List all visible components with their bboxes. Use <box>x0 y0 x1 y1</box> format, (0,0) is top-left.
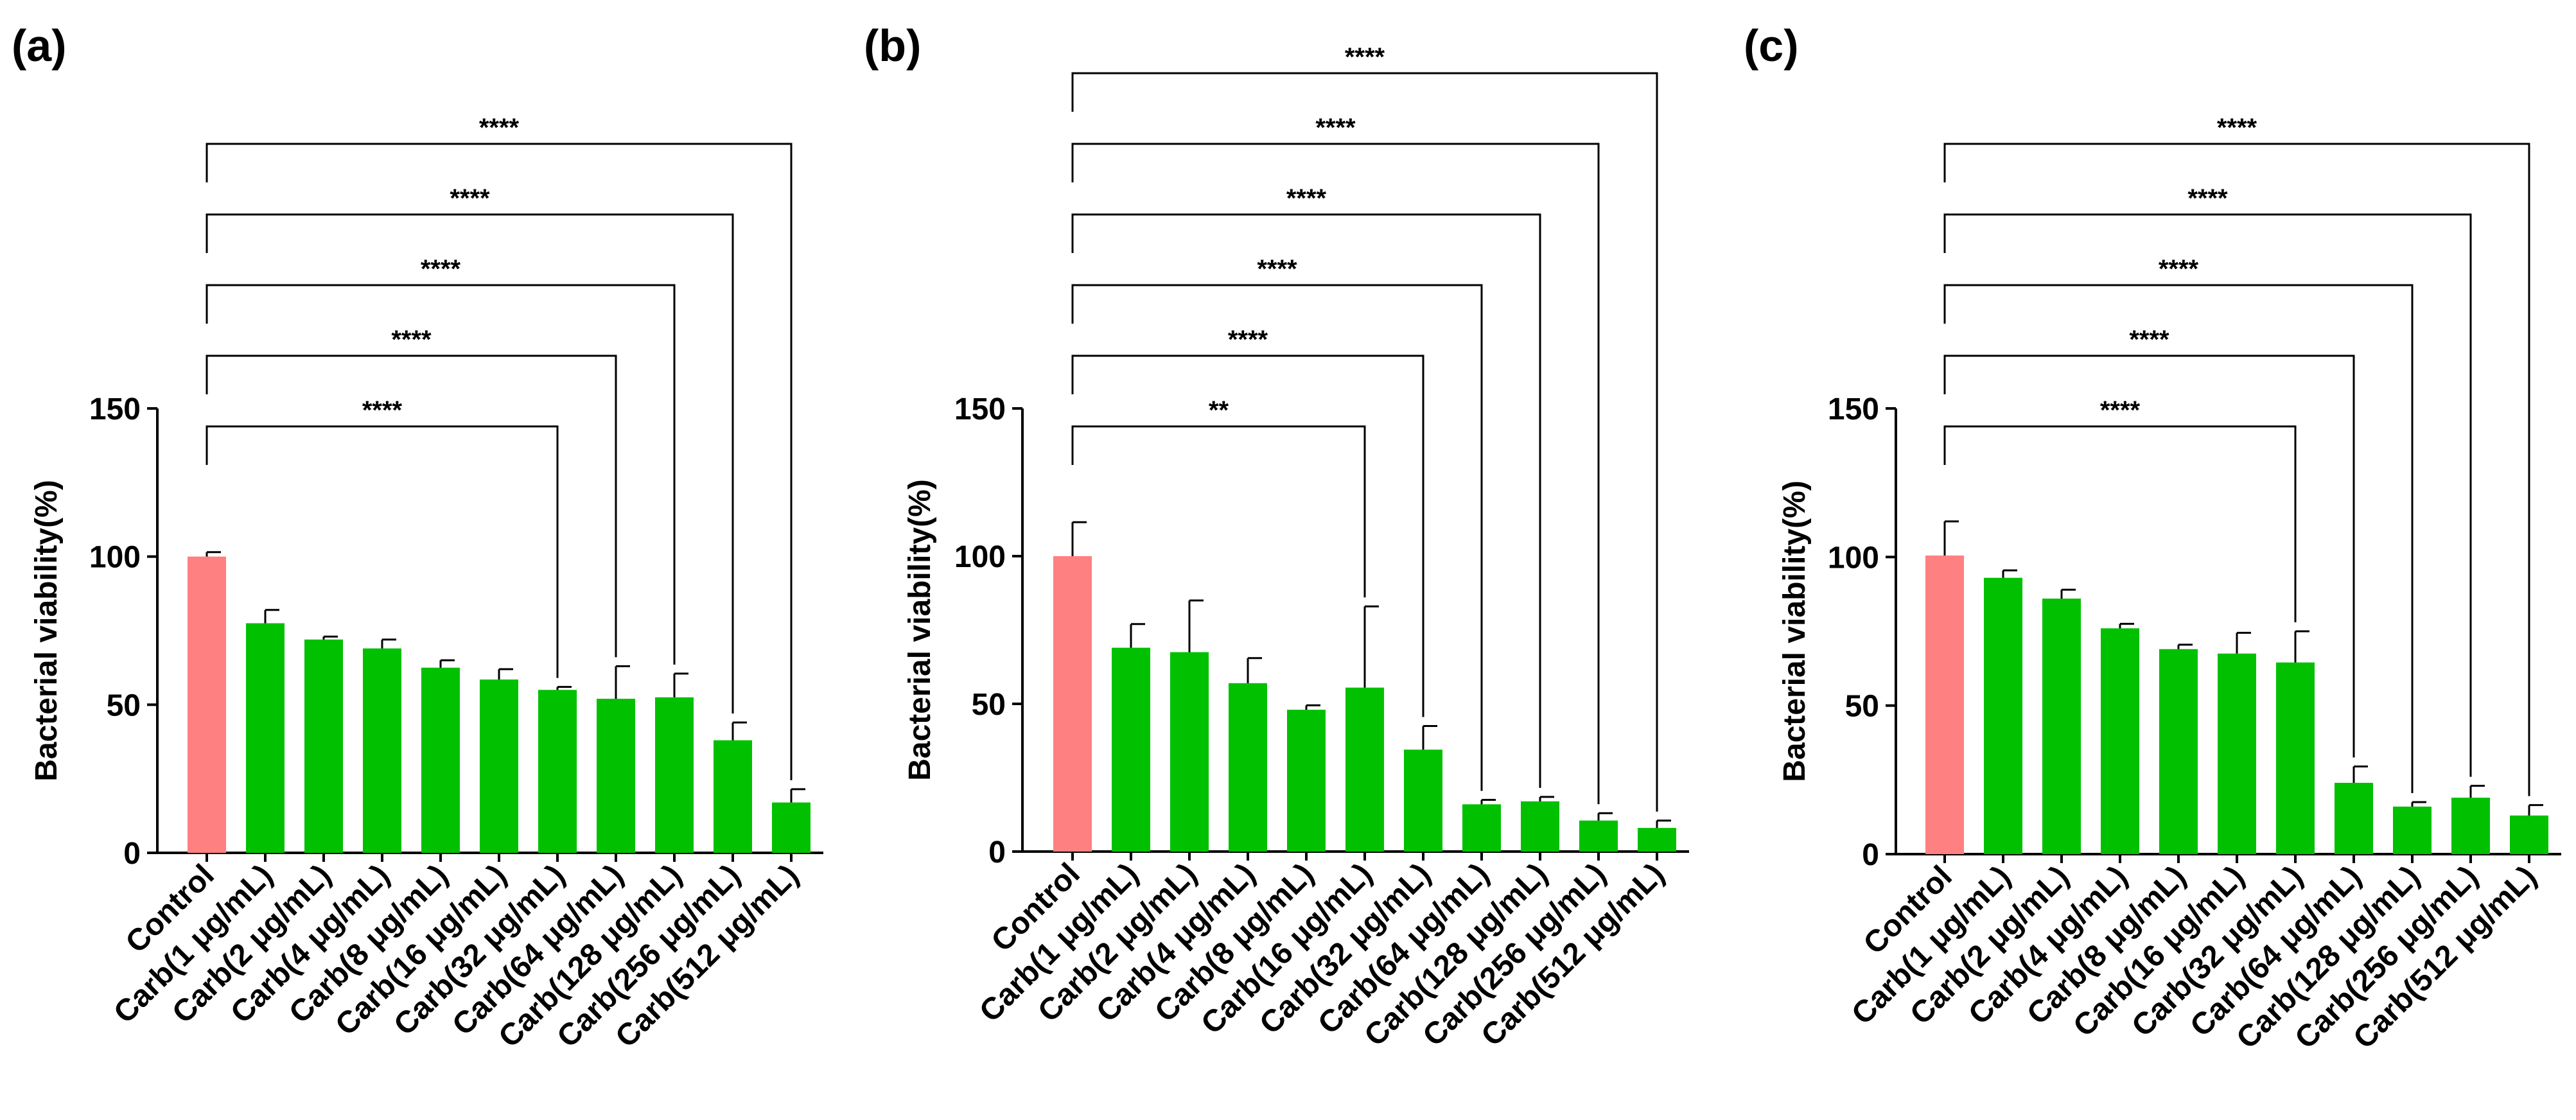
significance-label: **** <box>2159 255 2199 283</box>
significance-bracket <box>206 284 676 665</box>
bar <box>363 648 401 853</box>
y-tick-label: 150 <box>954 392 1006 426</box>
bar <box>246 623 285 853</box>
significance-bracket <box>1071 143 1600 805</box>
y-axis-label: Bacterial viability(%) <box>903 479 937 781</box>
significance-label: **** <box>421 255 461 283</box>
y-tick-label: 50 <box>107 688 141 722</box>
bar <box>2159 649 2198 854</box>
significance-bracket <box>206 143 793 780</box>
bar <box>480 679 518 853</box>
significance-label: **** <box>450 184 490 213</box>
y-tick-label: 150 <box>89 392 141 426</box>
significance-label: **** <box>362 396 403 424</box>
significance-label: **** <box>1228 326 1268 354</box>
bar <box>1112 647 1150 852</box>
bar <box>1170 652 1209 852</box>
y-tick-label: 100 <box>954 540 1006 574</box>
significance-bracket <box>1943 213 2472 777</box>
significance-bracket <box>206 425 559 678</box>
y-axis-label: Bacterial viability(%) <box>30 480 64 782</box>
y-axis-label: Bacterial viability(%) <box>1778 480 1812 782</box>
bar <box>2276 662 2315 854</box>
y-tick-label: 0 <box>988 836 1006 870</box>
y-tick-label: 100 <box>89 541 141 575</box>
bar <box>2510 815 2548 854</box>
significance-label: **** <box>1345 43 1385 71</box>
significance-bracket <box>1943 425 2297 622</box>
significance-bracket <box>1071 72 1658 812</box>
y-tick-label: 150 <box>1828 392 1879 426</box>
bar <box>655 697 694 853</box>
bar <box>1521 801 1559 852</box>
significance-label: **** <box>2129 326 2169 354</box>
significance-bracket <box>1943 143 2530 796</box>
significance-bracket <box>1071 425 1366 598</box>
bar <box>1462 804 1501 852</box>
significance-bracket <box>1943 354 2355 758</box>
bar <box>1053 556 1092 852</box>
significance-label: **** <box>391 326 432 354</box>
significance-bracket <box>1071 354 1424 717</box>
significance-label: **** <box>1257 255 1297 283</box>
significance-label: ** <box>1209 396 1229 424</box>
bar <box>538 690 577 853</box>
significance-label: **** <box>2100 396 2141 424</box>
significance-label: **** <box>479 114 520 142</box>
bar <box>772 802 810 853</box>
bar <box>2393 806 2431 854</box>
panel-label-b: (b) <box>864 21 921 71</box>
bar <box>597 699 635 853</box>
bar <box>304 639 343 853</box>
significance-bracket <box>1943 284 2414 794</box>
bar <box>2451 798 2490 854</box>
bar <box>2042 599 2081 854</box>
bar <box>1638 828 1676 852</box>
bar <box>1579 820 1618 852</box>
y-tick-label: 50 <box>1845 690 1879 724</box>
bar <box>714 740 752 853</box>
significance-label: **** <box>1315 114 1356 142</box>
y-tick-label: 50 <box>972 688 1006 722</box>
bar <box>2335 782 2373 854</box>
bar <box>2218 653 2256 854</box>
bar <box>2101 628 2139 854</box>
bar <box>1229 683 1267 852</box>
significance-bracket <box>206 213 734 714</box>
significance-bracket <box>1071 284 1483 791</box>
significance-bracket <box>1071 213 1541 788</box>
significance-label: **** <box>2217 114 2257 142</box>
bar <box>1404 749 1442 852</box>
y-tick-label: 100 <box>1828 541 1879 575</box>
bar <box>1984 577 2022 854</box>
significance-bracket <box>206 354 617 658</box>
bar <box>1925 556 1964 854</box>
y-tick-label: 0 <box>1862 838 1879 872</box>
panel-label-c: (c) <box>1744 21 1799 71</box>
bar <box>1287 710 1326 852</box>
bar <box>1345 687 1384 852</box>
bar <box>188 556 226 853</box>
significance-label: **** <box>2187 184 2228 213</box>
y-tick-label: 0 <box>123 837 141 871</box>
significance-label: **** <box>1286 184 1327 213</box>
panel-label-a: (a) <box>12 21 67 71</box>
bar <box>421 667 460 853</box>
